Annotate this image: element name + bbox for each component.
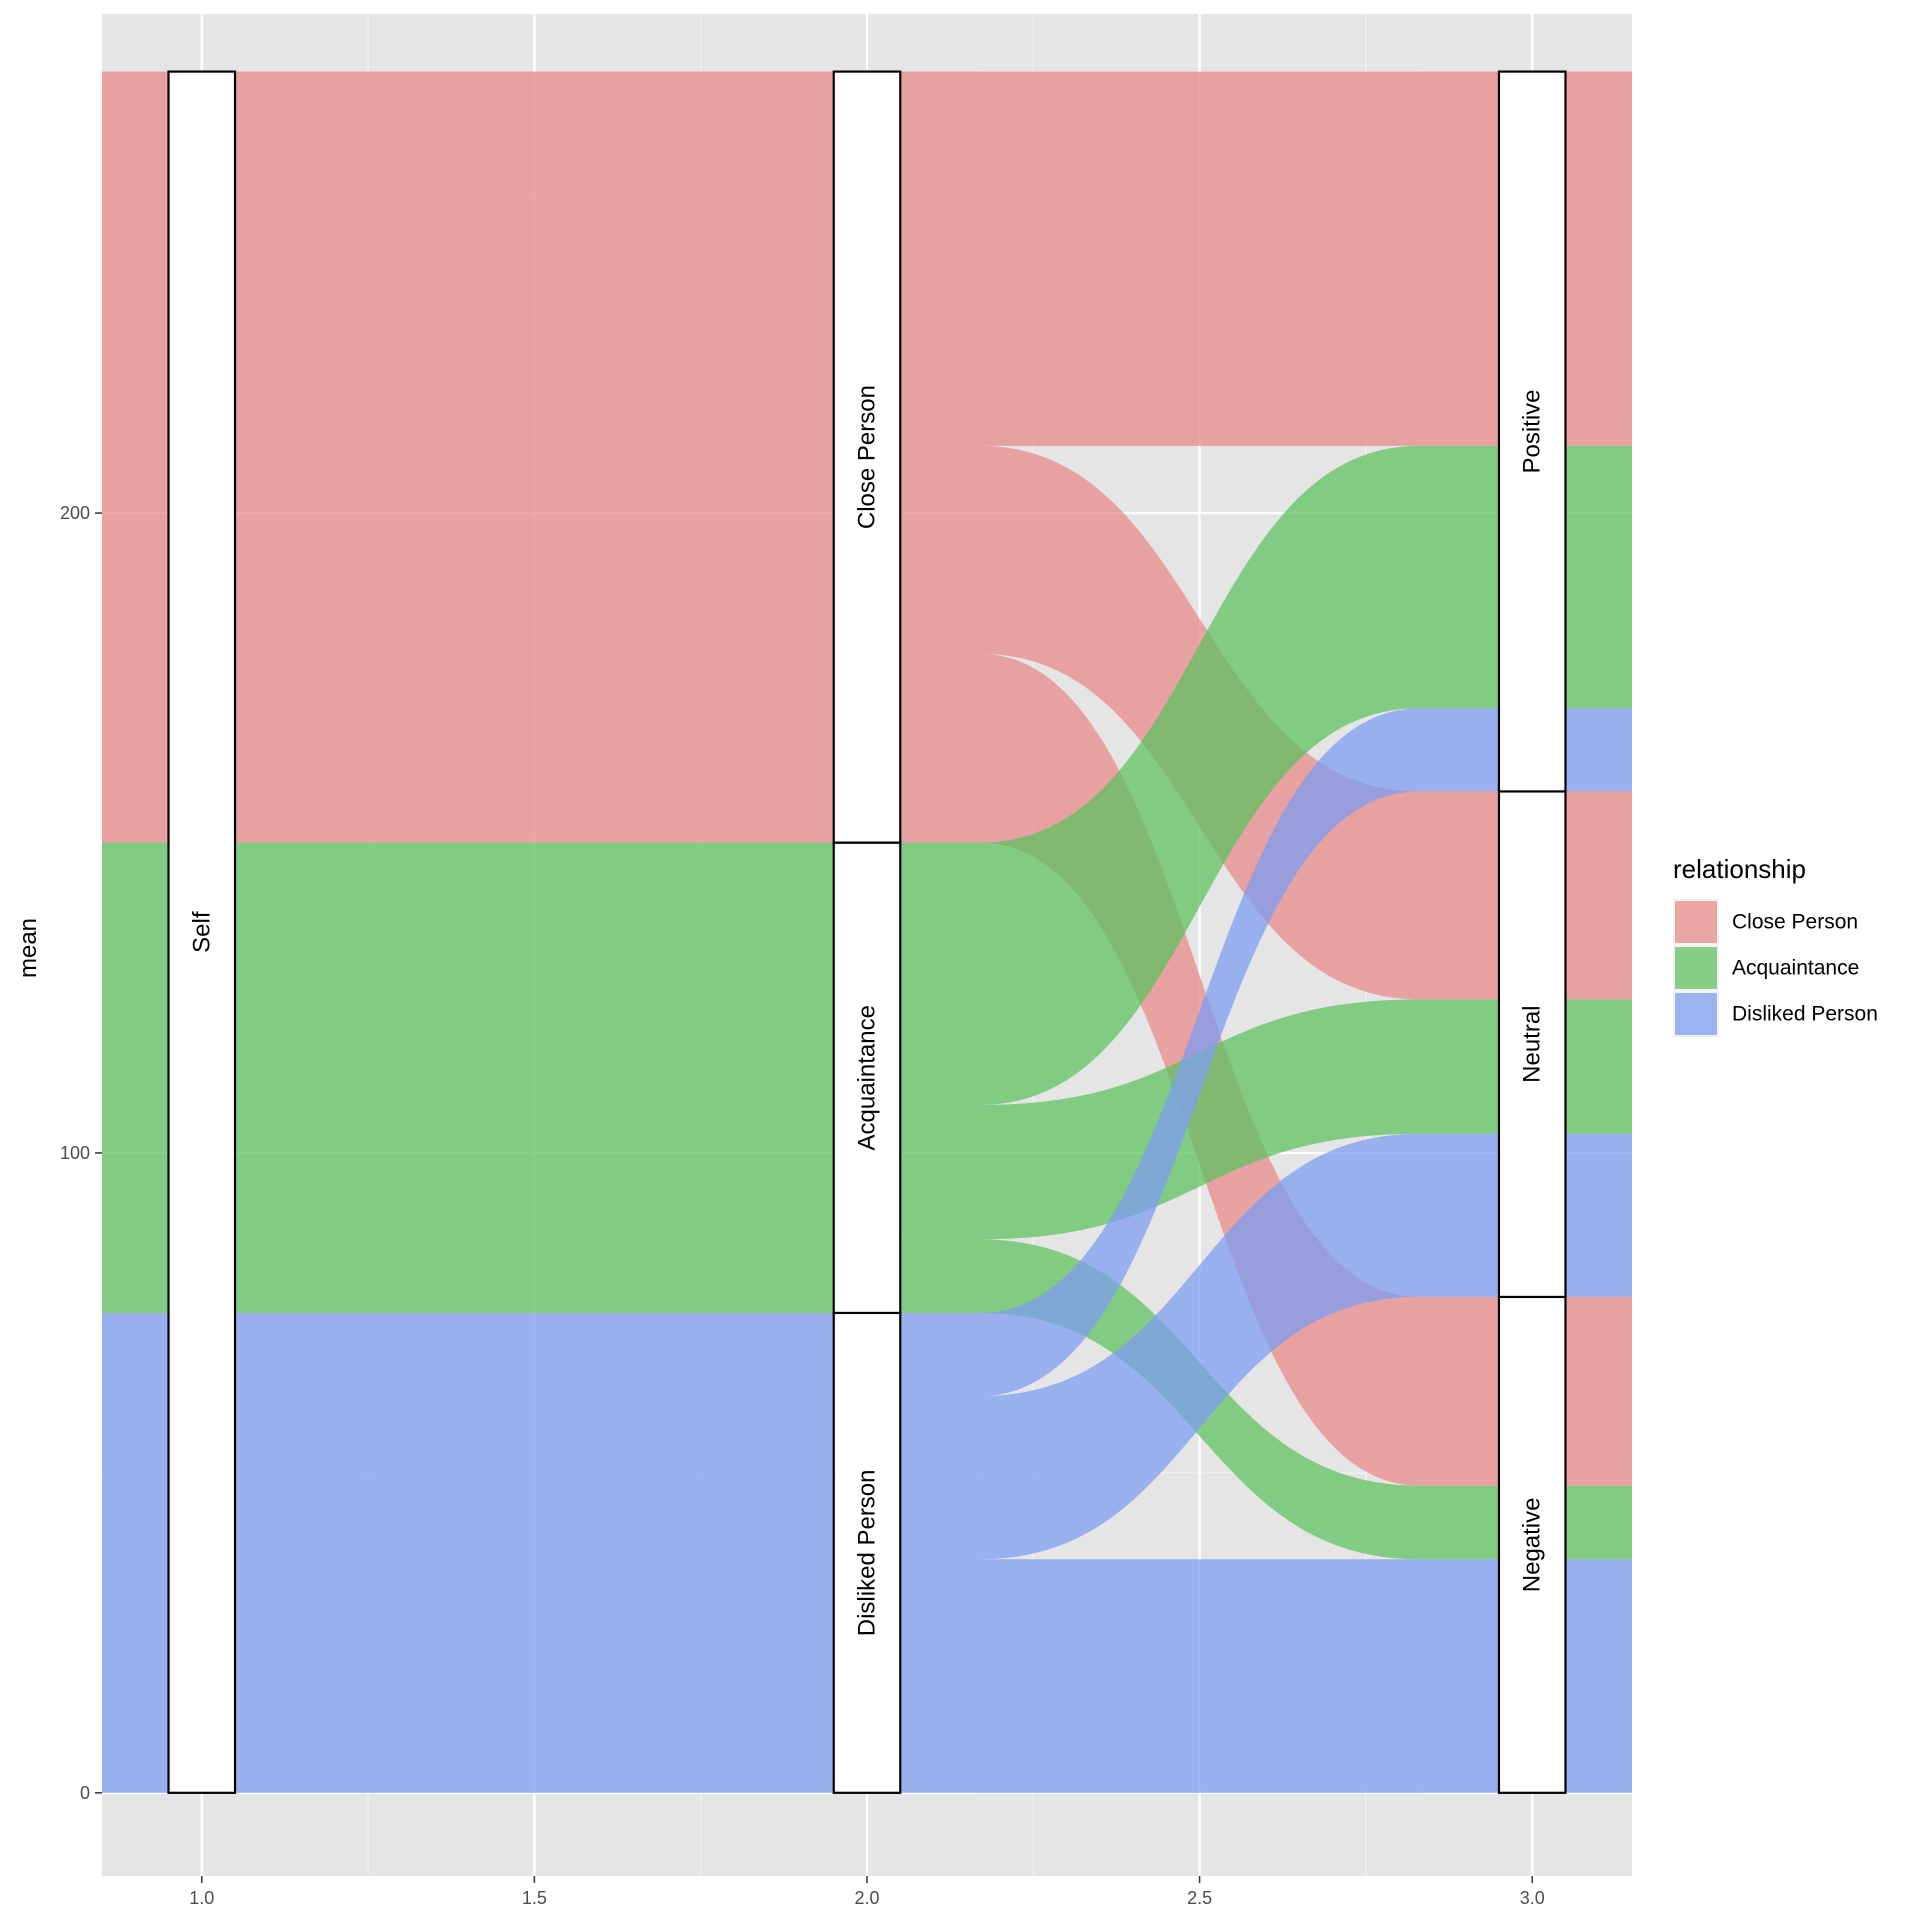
legend-label: Acquaintance: [1732, 957, 1859, 980]
x-tick-label: 1.5: [522, 1888, 547, 1908]
y-tick-label: 100: [60, 1143, 90, 1163]
flow-2-3: [980, 708, 1420, 1397]
y-axis-title: mean: [15, 918, 42, 978]
stratum-box: [1497, 790, 1567, 1299]
legend-swatch: [1675, 993, 1717, 1035]
stratum-label: Acquaintance: [854, 1005, 881, 1150]
flow-2-3: [980, 445, 1420, 1105]
flow-1-2: [201, 842, 868, 1313]
stratum-box: [1497, 1295, 1567, 1794]
stratum-label: Disliked Person: [854, 1470, 881, 1637]
legend-swatch: [1675, 901, 1717, 943]
flow-2-3: [980, 1133, 1420, 1560]
stratum-label: Positive: [1519, 389, 1546, 473]
stratum-box: [1497, 70, 1567, 793]
stratum-label: Close Person: [854, 385, 881, 529]
y-tick-label: 0: [80, 1783, 90, 1803]
flow-1-2: [201, 71, 868, 843]
x-tick-label: 1.0: [189, 1888, 214, 1908]
x-tick-label: 2.0: [854, 1888, 879, 1908]
y-tick-label: 200: [60, 503, 90, 523]
legend-label: Disliked Person: [1732, 1003, 1878, 1026]
flow-layer: [102, 71, 1632, 1793]
stratum-box: [832, 841, 902, 1315]
x-tick-label: 2.5: [1187, 1888, 1212, 1908]
stratum-label: Self: [188, 911, 215, 953]
stratum-box: [167, 70, 237, 1794]
stratum-box: [832, 70, 902, 844]
legend-label: Close Person: [1732, 911, 1858, 934]
flow-1-2: [201, 1312, 868, 1793]
legend-title: relationship: [1673, 854, 1806, 884]
stratum-label: Negative: [1519, 1498, 1546, 1593]
legend: relationship Close Person Acquaintance Dis…: [1673, 854, 1878, 1037]
stratum-label: Neutral: [1519, 1005, 1546, 1082]
flow-2-3: [980, 71, 1420, 446]
flow-2-3: [980, 1559, 1420, 1793]
axis-layer: 0 100 200 1.0 1.5 2.0 2.5 3.0: [60, 503, 1545, 1908]
flow-2-3: [980, 999, 1420, 1240]
x-tick-label: 3.0: [1520, 1888, 1545, 1908]
stratum-layer: Self Disliked Person Acquaintance Close Per…: [167, 70, 1567, 1794]
legend-swatch: [1675, 947, 1717, 989]
